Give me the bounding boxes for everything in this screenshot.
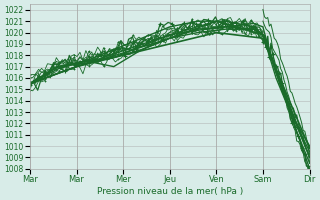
X-axis label: Pression niveau de la mer( hPa ): Pression niveau de la mer( hPa )	[97, 187, 243, 196]
